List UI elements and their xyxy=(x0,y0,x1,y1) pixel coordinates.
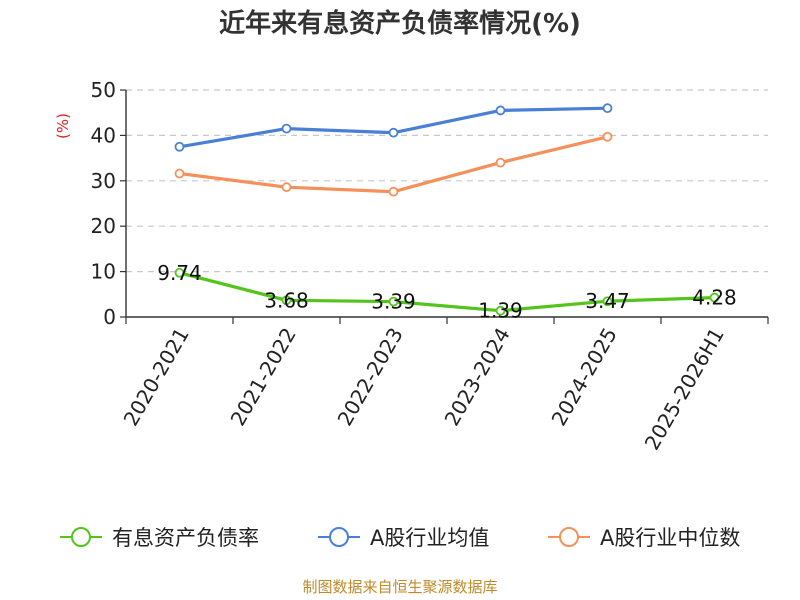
data-point xyxy=(602,103,613,114)
data-point xyxy=(495,157,506,168)
legend-marker-1 xyxy=(329,527,349,547)
series-line-0 xyxy=(179,271,715,313)
data-point xyxy=(495,305,506,316)
legend-label: 有息资产负债率 xyxy=(112,526,259,550)
data-label: 3.39 xyxy=(371,290,416,314)
data-label: 3.68 xyxy=(264,288,309,312)
legend-marker-2 xyxy=(559,527,579,547)
y-tick-label: 20 xyxy=(91,214,116,238)
data-label: 1.39 xyxy=(478,299,523,323)
series-line-2 xyxy=(179,135,608,194)
x-tick-label: 2023-2024 xyxy=(440,324,515,430)
data-point xyxy=(174,141,185,152)
data-point xyxy=(281,123,292,134)
source-note: 制图数据来自恒生聚源数据库 xyxy=(302,578,497,596)
data-labels: 9.74 3.68 3.39 1.39 3.47 4.28 xyxy=(157,261,737,323)
legend-label: A股行业中位数 xyxy=(600,526,740,550)
data-point xyxy=(174,267,185,278)
data-point xyxy=(388,296,399,307)
y-tick-label: 0 xyxy=(103,305,116,329)
series-lines xyxy=(174,103,720,316)
data-point xyxy=(388,186,399,197)
x-tick-label: 2024-2025 xyxy=(547,324,622,430)
data-label: 3.47 xyxy=(585,289,630,313)
data-point xyxy=(174,168,185,179)
legend: 有息资产负债率 A股行业均值 A股行业中位数 xyxy=(60,526,740,550)
data-label: 4.28 xyxy=(692,286,737,310)
legend-marker-0 xyxy=(71,527,91,547)
chart-title: 近年来有息资产负债率情况(%) xyxy=(219,8,581,39)
x-tick-label: 2025-2026H1 xyxy=(640,324,729,454)
legend-label: A股行业均值 xyxy=(370,526,489,550)
y-tick-label: 30 xyxy=(91,169,116,193)
y-tick-label: 40 xyxy=(91,123,116,147)
data-point xyxy=(602,131,613,142)
grid-lines xyxy=(126,89,768,273)
data-point xyxy=(709,292,720,303)
y-tick-label: 50 xyxy=(91,78,116,102)
x-tick-label: 2020-2021 xyxy=(119,324,194,430)
x-tick-label: 2022-2023 xyxy=(333,324,408,430)
data-point xyxy=(495,105,506,116)
x-tick-label: 2021-2022 xyxy=(226,324,301,430)
data-point xyxy=(388,127,399,138)
data-point xyxy=(602,296,613,307)
data-label: 9.74 xyxy=(157,261,202,285)
data-point xyxy=(281,182,292,193)
y-axis-label: (%) xyxy=(54,113,72,139)
y-tick-label: 10 xyxy=(91,260,116,284)
series-line-1 xyxy=(179,106,608,149)
data-point xyxy=(281,295,292,306)
